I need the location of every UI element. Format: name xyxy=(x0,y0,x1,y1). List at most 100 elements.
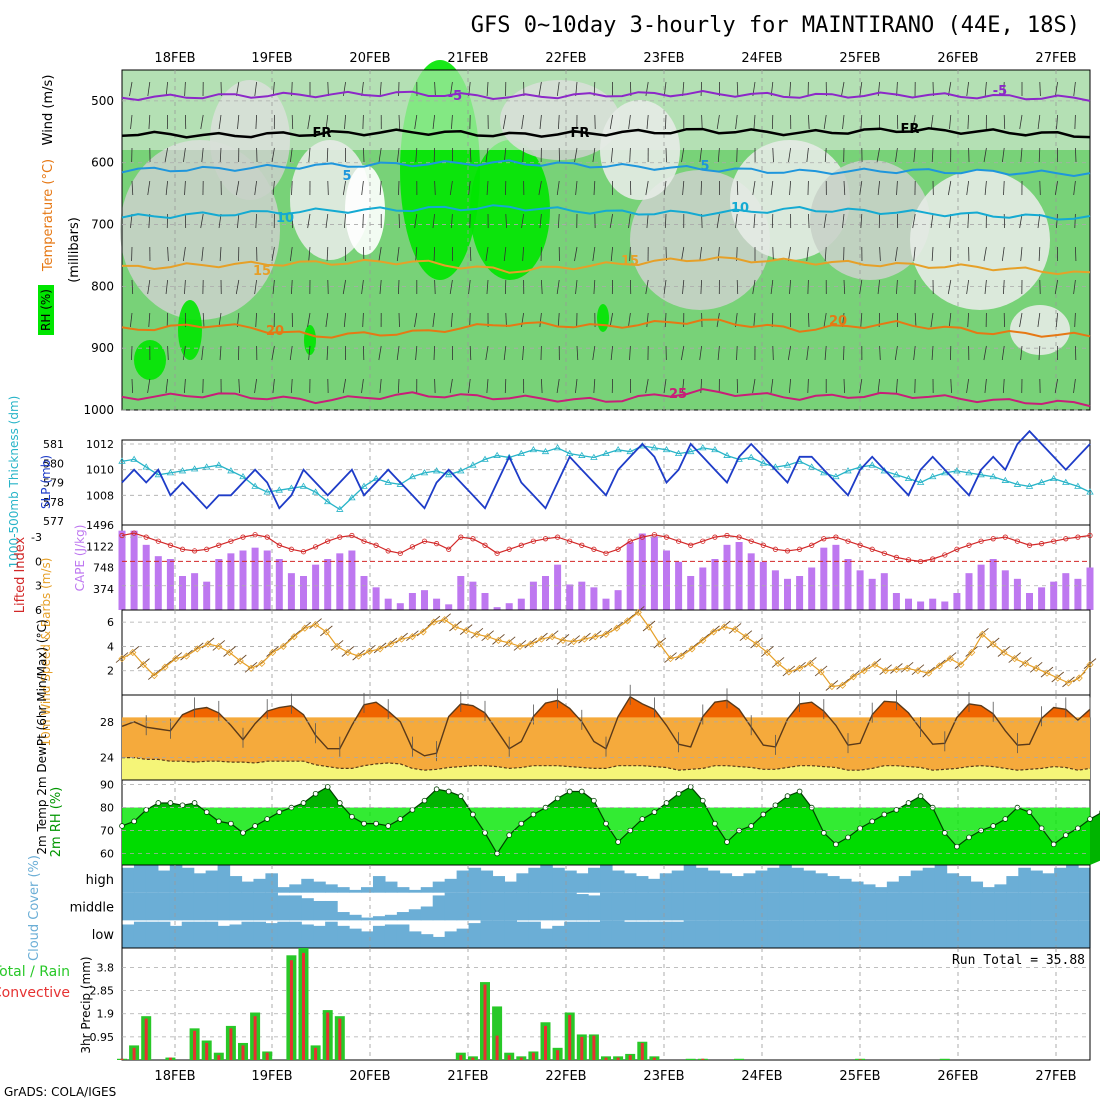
run-total-label: Run Total = 35.88 xyxy=(952,953,1085,968)
cloud-cell-low xyxy=(480,920,494,948)
thickness-marker xyxy=(904,474,913,482)
upper-wind-barb xyxy=(682,180,685,196)
cloud-cell-high xyxy=(540,865,553,893)
upper-wind-barb xyxy=(1001,345,1005,361)
rh2m-marker xyxy=(373,820,379,827)
contour-label-8: 10 xyxy=(731,201,749,216)
li-marker xyxy=(736,534,742,540)
rh2m-marker xyxy=(990,823,996,829)
upper-wind-barb xyxy=(363,147,365,163)
temp-ylabel: 2m Temp 2m DewPt (6hr Min/Max) (°C) xyxy=(35,619,49,854)
wind10-marker xyxy=(634,608,642,616)
cape-bar xyxy=(275,559,283,610)
cloud-cell-high xyxy=(420,887,434,893)
cape-bar xyxy=(1050,581,1058,610)
cape-bar xyxy=(481,593,489,610)
upper-wind-barb xyxy=(574,246,578,262)
wind10-marker xyxy=(150,672,158,680)
cape-bar xyxy=(493,607,501,610)
upper-wind-barb xyxy=(308,147,311,163)
thickness-marker xyxy=(227,467,235,474)
li-marker xyxy=(1026,542,1033,548)
cloud-cell-low xyxy=(253,921,267,948)
upper-wind-barb xyxy=(877,279,880,295)
date-label-top-1: 19FEB xyxy=(251,51,292,66)
wind10-marker xyxy=(537,635,546,643)
rh-region-12 xyxy=(1010,305,1070,355)
upper-wind-barb xyxy=(165,180,168,196)
upper-wind-barb xyxy=(556,180,560,196)
thickness-marker xyxy=(711,445,719,453)
upper-wind-barb xyxy=(772,345,774,361)
cloud-cell-low xyxy=(301,924,314,948)
upper-wind-barb xyxy=(770,180,774,196)
upper-wind-barb xyxy=(823,213,827,229)
upper-wind-barb xyxy=(592,345,596,361)
rh2m-marker xyxy=(179,802,186,809)
upper-wind-barb xyxy=(289,345,293,361)
upper-wind-barb xyxy=(645,378,649,394)
cloud-cell-high xyxy=(277,887,290,893)
cape-bar xyxy=(892,593,900,610)
upper-wind-barb xyxy=(806,345,809,361)
upper-wind-barb xyxy=(201,147,204,163)
cloud-cell-middle xyxy=(934,892,948,921)
thickness-marker xyxy=(759,459,768,466)
wind10-marker xyxy=(548,633,556,641)
upper-wind-barb xyxy=(717,147,720,163)
upper-wind-barb xyxy=(752,279,756,295)
upper-wind-barb xyxy=(788,378,791,394)
precip-conv-bar xyxy=(507,1055,511,1060)
date-label-bottom-4: 22FEB xyxy=(545,1069,586,1084)
wind10-marker xyxy=(710,628,718,636)
cape-bar xyxy=(324,559,332,610)
slp-tick-2: 1008 xyxy=(86,489,114,502)
cape-bar xyxy=(517,598,525,610)
cloud-cell-high xyxy=(600,865,613,893)
upper-wind-barb xyxy=(842,213,845,229)
cloud-cell-low xyxy=(408,931,422,948)
cape-bar xyxy=(1074,578,1082,610)
upper-wind-barb xyxy=(486,378,489,394)
wind10-marker xyxy=(333,642,341,650)
thickness-marker xyxy=(868,461,876,468)
upper-wind-barb xyxy=(557,213,560,229)
cape-bar xyxy=(372,587,380,610)
rh2m-marker xyxy=(276,809,283,815)
wind10-marker xyxy=(365,647,373,655)
cloud-cell-low xyxy=(528,921,541,948)
li-marker xyxy=(325,538,331,544)
rh-region-3 xyxy=(470,140,550,280)
upper-wind-barb xyxy=(325,114,329,130)
li-marker xyxy=(845,538,851,544)
cape-bar xyxy=(1026,593,1033,610)
rh2m-tick-1: 80 xyxy=(100,802,114,815)
li-marker xyxy=(688,542,694,548)
li-marker xyxy=(917,558,924,565)
upper-wind-barb xyxy=(556,378,560,394)
upper-wind-barb xyxy=(967,312,969,328)
rh-region-8 xyxy=(910,170,1050,310)
contour-label-10: 15 xyxy=(621,254,639,269)
wind10-marker xyxy=(312,621,320,629)
upper-wind-barb xyxy=(736,81,739,97)
upper-wind-barb xyxy=(646,312,649,328)
thickness-marker xyxy=(686,447,695,455)
wind10-barb xyxy=(524,637,537,649)
contour-label-9: 15 xyxy=(253,264,271,279)
cloud-cell-middle xyxy=(492,892,506,921)
cloud-cell-low xyxy=(217,925,231,948)
rh2m-marker xyxy=(131,818,137,825)
wind10-barb xyxy=(287,630,301,642)
cloud-cell-low xyxy=(635,921,649,948)
li-marker xyxy=(554,534,561,540)
upper-wind-barb xyxy=(823,312,827,328)
thickness-marker xyxy=(166,469,175,476)
wind10-marker xyxy=(269,648,277,657)
cloud-cell-high xyxy=(241,881,255,893)
upper-wind-barb xyxy=(1020,345,1023,361)
upper-wind-barb xyxy=(842,114,845,130)
cloud-cell-middle xyxy=(922,892,936,921)
cloud-cell-middle xyxy=(289,895,302,921)
cloud-cell-low xyxy=(169,925,183,948)
